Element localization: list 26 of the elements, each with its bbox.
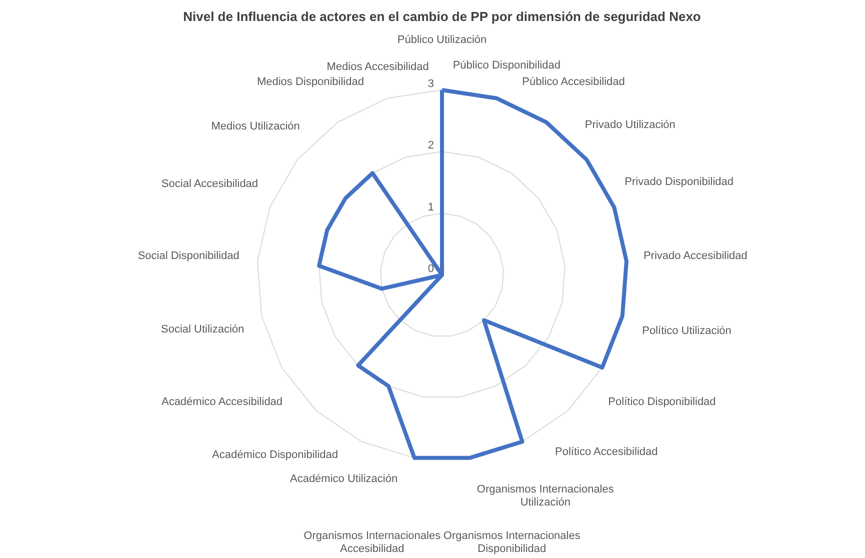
y-tick-label: 3 bbox=[428, 78, 434, 90]
spoke-label: Social Disponibilidad bbox=[138, 250, 240, 262]
spoke-label: Público Disponibilidad bbox=[452, 59, 560, 72]
spoke-label: Social Accesibilidad bbox=[161, 178, 258, 190]
spoke-label: Medios Accesibilidad bbox=[326, 60, 429, 73]
spoke-label: Privado Disponibilidad bbox=[624, 176, 734, 188]
spoke-label: Académico Accesibilidad bbox=[161, 396, 283, 408]
spoke-label: Organismos Internacionales Utilización bbox=[476, 484, 614, 509]
spoke-label: Político Accesibilidad bbox=[555, 446, 658, 458]
spoke-label: Político Disponibilidad bbox=[608, 396, 716, 408]
y-tick-label: 2 bbox=[428, 140, 434, 152]
spoke-label: Político Utilización bbox=[642, 324, 732, 337]
spoke-label: Organismos Internacionales Accesibilidad bbox=[304, 530, 442, 555]
spoke-label: Organismos Internacionales Disponibilidad bbox=[443, 530, 581, 555]
chart-title: Nivel de Influencia de actores en el cambio de PP por dimensión de seguridad Nexo bbox=[183, 9, 701, 24]
spoke-label: Medios Utilización bbox=[211, 120, 300, 132]
spoke-label: Privado Utilización bbox=[584, 118, 676, 131]
y-tick-label: 0 bbox=[428, 263, 434, 275]
spoke-label: Privado Accesibilidad bbox=[643, 250, 748, 262]
spoke-label: Académico Utilización bbox=[290, 472, 398, 485]
spoke-label: Público Utilización bbox=[397, 34, 487, 46]
y-tick-label: 1 bbox=[428, 201, 434, 214]
spoke-label: Académico Disponibilidad bbox=[212, 448, 338, 461]
spoke-label: Medios Disponibilidad bbox=[256, 76, 364, 88]
spoke-label: Público Accesibilidad bbox=[522, 76, 625, 88]
spoke-label: Social Utilización bbox=[160, 324, 244, 336]
